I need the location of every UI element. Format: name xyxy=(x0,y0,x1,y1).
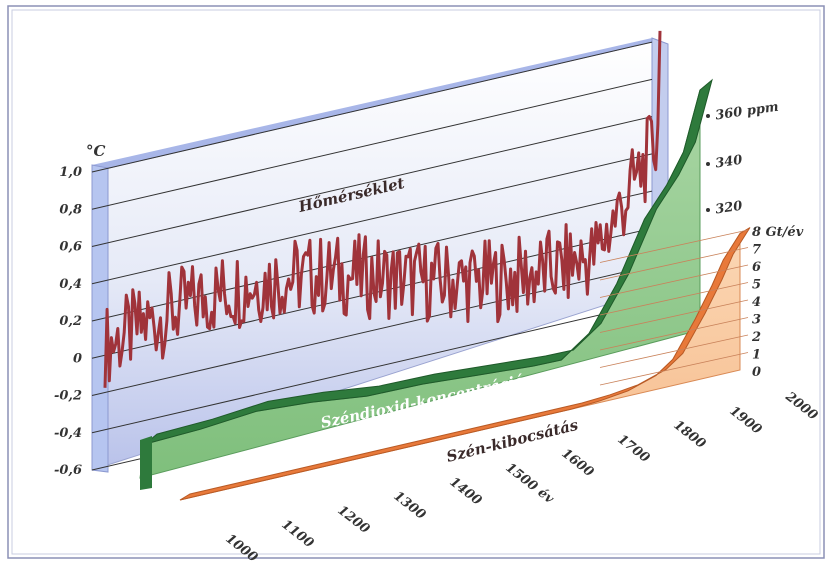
temperature-series xyxy=(103,30,662,388)
x-tick-label: 1600 xyxy=(559,446,597,480)
emission-gridline xyxy=(599,317,749,351)
emission-tick-label: 6 xyxy=(752,260,761,275)
x-tick-label: 1700 xyxy=(615,432,653,466)
temperature-tick-label: 1,0 xyxy=(59,165,82,180)
x-tick-label: 1100 xyxy=(279,517,317,551)
temperature-tick-label: 0,2 xyxy=(59,314,82,329)
x-tick-label: 1900 xyxy=(727,404,765,438)
temperature-tick-label: 0,4 xyxy=(59,277,82,292)
emission-tick-label: 3 xyxy=(752,313,761,328)
emission-gridline xyxy=(599,247,749,281)
gridline xyxy=(91,116,653,247)
emission-tick-label: 2 xyxy=(751,330,761,345)
x-tick-label: 1400 xyxy=(447,475,485,509)
temperature-tick-label: 0,6 xyxy=(59,240,82,255)
temperature-unit: °C xyxy=(86,142,106,160)
x-tick-label: 1200 xyxy=(335,503,373,537)
emission-gridline xyxy=(599,264,749,298)
emission-gridline xyxy=(599,299,749,333)
emission-gridline xyxy=(599,334,749,368)
x-tick-label: 2000 xyxy=(782,389,821,424)
side-wall xyxy=(91,164,109,473)
co2-tick-mark xyxy=(706,162,710,166)
co2-end-cap xyxy=(140,436,152,490)
gridline xyxy=(91,302,653,434)
emission-gridline xyxy=(599,282,749,316)
temperature-tick-label: 0,8 xyxy=(59,202,82,217)
x-tick-label: 1300 xyxy=(391,489,429,523)
emission-ribbon xyxy=(179,227,751,501)
gridline xyxy=(91,41,653,173)
co2-tick-label: 320 xyxy=(714,199,743,218)
outer-frame xyxy=(7,5,825,559)
x-tick-label: 1000 xyxy=(223,531,261,564)
co2-tick-mark xyxy=(706,114,710,118)
emission-tick-label: 4 xyxy=(752,295,761,310)
co2-ticks: 360 ppm 340 320 xyxy=(706,100,780,218)
emission-tick-label: 0 xyxy=(752,365,761,380)
temperature-tick-label: -0,6 xyxy=(54,463,82,478)
x-tick-label: 1500 év xyxy=(503,460,557,507)
emission-tick-label: 8 Gt/év xyxy=(752,225,804,240)
emission-gridline xyxy=(599,352,749,386)
emission-tick-label: 5 xyxy=(752,278,761,293)
x-tick-label: 1800 xyxy=(671,418,709,452)
co2-series xyxy=(139,78,713,490)
co2-ribbon xyxy=(144,78,713,445)
co2-tick-label: 340 xyxy=(714,153,743,172)
gridline xyxy=(91,78,653,210)
temperature-ticks: 1,0 0,8 0,6 0,4 0,2 0 -0,2 -0,4 -0,6 xyxy=(54,165,82,478)
co2-tick-mark xyxy=(706,208,710,212)
temperature-tick-label: 0 xyxy=(73,351,82,366)
co2-tick-label: 360 ppm xyxy=(714,100,779,124)
inner-frame xyxy=(11,9,821,555)
temperature-tick-label: -0,4 xyxy=(54,426,82,441)
emission-ticks: 8 Gt/év 7 6 5 4 3 2 1 0 xyxy=(751,225,804,380)
gridline xyxy=(91,265,653,396)
emission-tick-label: 7 xyxy=(752,243,761,258)
emission-series xyxy=(179,227,751,501)
emission-gridline xyxy=(599,229,749,263)
emission-tick-label: 1 xyxy=(752,348,761,363)
temperature-tick-label: -0,2 xyxy=(54,389,82,404)
gridline xyxy=(91,153,653,285)
